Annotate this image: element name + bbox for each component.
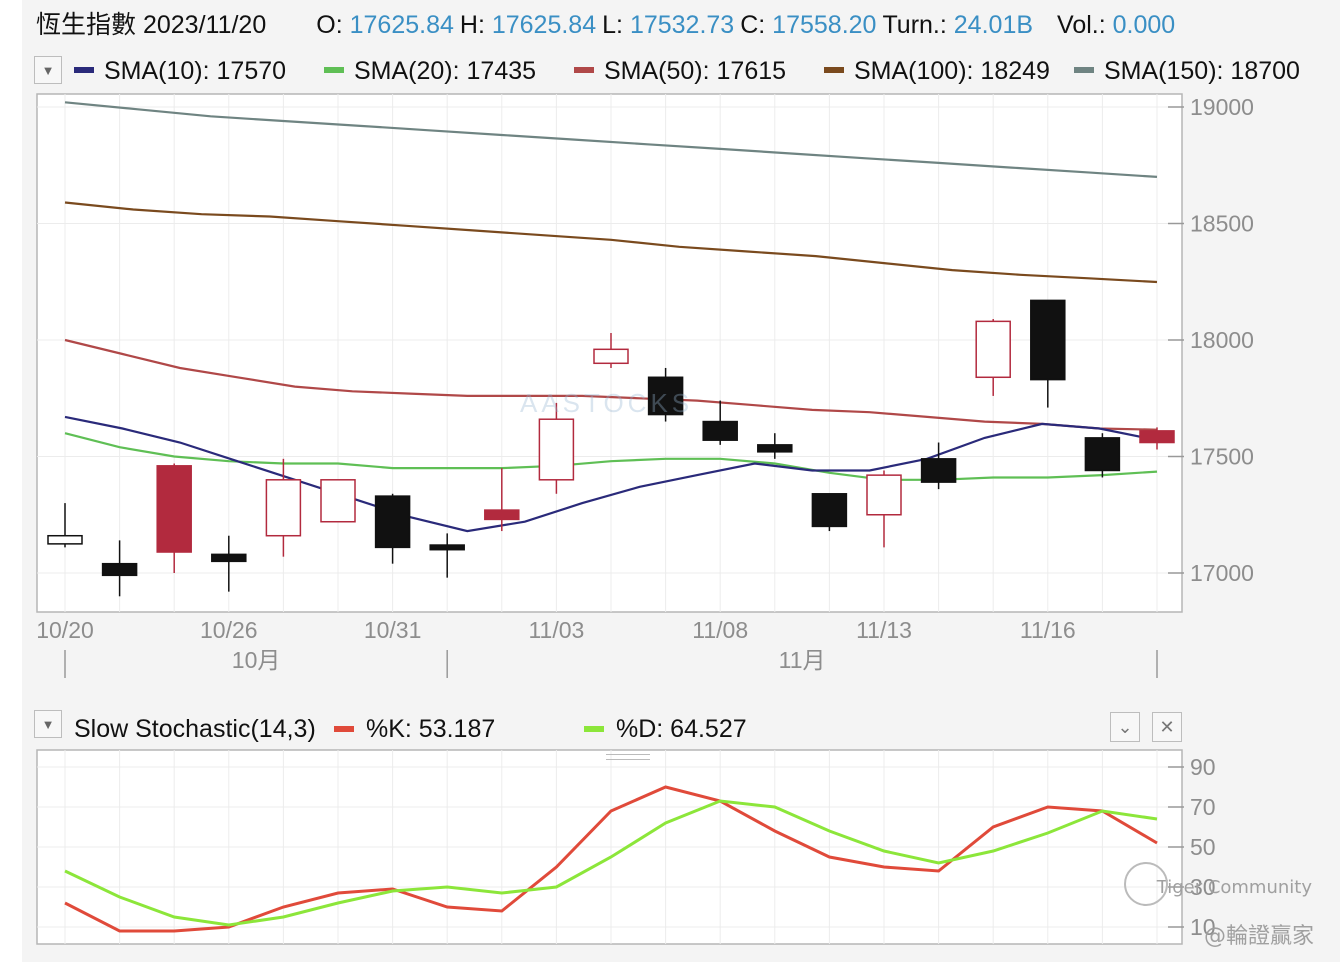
legend-label: SMA(20): 17435: [354, 57, 537, 85]
y-tick-label: 10: [1190, 914, 1216, 940]
legend-swatch: [324, 67, 344, 74]
candle-body: [156, 465, 192, 553]
sma-line-sma10: [64, 415, 1158, 533]
sma-legend: SMA(10): 17570 SMA(20): 17435 SMA(50): 176…: [0, 54, 1340, 88]
legend-item-sma-1[interactable]: SMA(10): 17570: [74, 54, 286, 88]
candle-body: [320, 479, 356, 523]
y-tick-label: 50: [1190, 834, 1216, 860]
y-tick-label: 70: [1190, 794, 1216, 820]
month-label: 10月: [232, 647, 281, 673]
legend-label: SMA(10): 17570: [104, 57, 287, 85]
sma-line-sma20: [64, 432, 1158, 481]
close-value: 17558.20: [772, 11, 877, 39]
close-label: C:: [740, 11, 766, 39]
community-watermark: Tiger Community: [1156, 877, 1312, 898]
legend-label: SMA(50): 17615: [604, 57, 787, 85]
candle-body: [1030, 299, 1066, 381]
high-value: 17625.84: [491, 11, 597, 39]
open-label: O:: [316, 11, 343, 39]
legend-swatch: [74, 67, 94, 74]
d-label: %D: 64.527: [616, 715, 747, 743]
volume-label: Vol.:: [1057, 11, 1106, 39]
panel-resize-handle[interactable]: [606, 754, 650, 760]
price-header: 恆生指數 2023/11/20 O: 17625.84 H: 17625.84 L: …: [36, 8, 1181, 42]
legend-label: SMA(150): 18700: [1104, 57, 1300, 85]
quote-date: 2023/11/20: [142, 11, 267, 39]
y-tick-label: 18000: [1190, 327, 1254, 353]
x-tick-label: 11/16: [1020, 617, 1076, 643]
legend-swatch: [574, 67, 594, 74]
month-label: 11月: [779, 647, 826, 673]
candle-body: [866, 474, 902, 516]
low-label: L:: [602, 11, 623, 39]
candle-body: [101, 562, 138, 577]
legend-swatch: [824, 67, 844, 74]
low-value: 17532.73: [629, 11, 735, 39]
candle-body: [265, 479, 302, 537]
x-tick-label: 10/26: [200, 617, 258, 643]
legend-item-sma-3[interactable]: SMA(50): 17615: [574, 54, 786, 88]
index-name: 恆生指數 2023/11/20: [36, 11, 267, 39]
k-swatch: [334, 726, 354, 732]
x-tick-label: 11/08: [692, 617, 748, 643]
stochastic-d-line: [64, 799, 1158, 927]
candle-body: [47, 534, 83, 545]
sma-line-sma50: [64, 338, 1158, 431]
stochastic-k-line: [64, 785, 1158, 933]
open-value: 17625.84: [349, 11, 454, 39]
legend-label: SMA(100): 18249: [854, 57, 1050, 85]
candle-body: [920, 458, 957, 483]
y-tick-label: 19000: [1190, 94, 1254, 120]
candle-body: [538, 418, 575, 481]
candle-body: [374, 495, 411, 549]
d-swatch: [584, 726, 604, 732]
x-tick-label: 10/20: [36, 617, 94, 643]
y-tick-label: 30: [1190, 874, 1216, 900]
k-label: %K: 53.187: [366, 715, 496, 743]
y-tick-label: 17000: [1190, 560, 1254, 586]
candle-body: [702, 420, 738, 441]
y-tick-label: 18500: [1190, 211, 1254, 237]
turnover-value: 24.01B: [953, 11, 1034, 39]
tiger-logo-icon: [1124, 862, 1168, 906]
candle-body: [593, 348, 629, 365]
high-label: H:: [459, 11, 485, 39]
collapse-chevron-icon[interactable]: ⌄: [1110, 712, 1140, 742]
legend-swatch: [1074, 67, 1094, 74]
candle-body: [1084, 437, 1121, 472]
candle-body: [484, 509, 520, 521]
indicator-dropdown-icon[interactable]: ▼: [34, 56, 62, 84]
stochastic-title: Slow Stochastic(14,3): [74, 715, 316, 743]
sma-line-sma150: [64, 101, 1158, 178]
candle-body: [1139, 430, 1175, 444]
stochastic-dropdown-icon[interactable]: ▼: [34, 710, 62, 738]
volume-value: 0.000: [1112, 11, 1176, 39]
x-tick-label: 10/31: [364, 617, 422, 643]
close-icon[interactable]: ✕: [1152, 712, 1182, 742]
x-tick-label: 11/03: [528, 617, 584, 643]
x-tick-label: 11/13: [856, 617, 912, 643]
candle-body: [757, 444, 793, 453]
candle-body: [429, 544, 465, 551]
y-tick-label: 17500: [1190, 444, 1254, 470]
sma-line-sma100: [64, 201, 1158, 284]
y-tick-label: 90: [1190, 754, 1216, 780]
legend-item-sma-5[interactable]: SMA(150): 18700: [1074, 54, 1300, 88]
candle-body: [811, 493, 848, 528]
aastocks-watermark: AASTOCKS: [520, 388, 694, 418]
handle-watermark: @輪證贏家: [1203, 924, 1314, 949]
candle-body: [647, 376, 684, 416]
candle-body: [975, 320, 1011, 379]
candle-body: [211, 553, 247, 563]
legend-item-sma-4[interactable]: SMA(100): 18249: [824, 54, 1050, 88]
legend-item-sma-2[interactable]: SMA(20): 17435: [324, 54, 536, 88]
turnover-label: Turn.:: [882, 11, 947, 39]
